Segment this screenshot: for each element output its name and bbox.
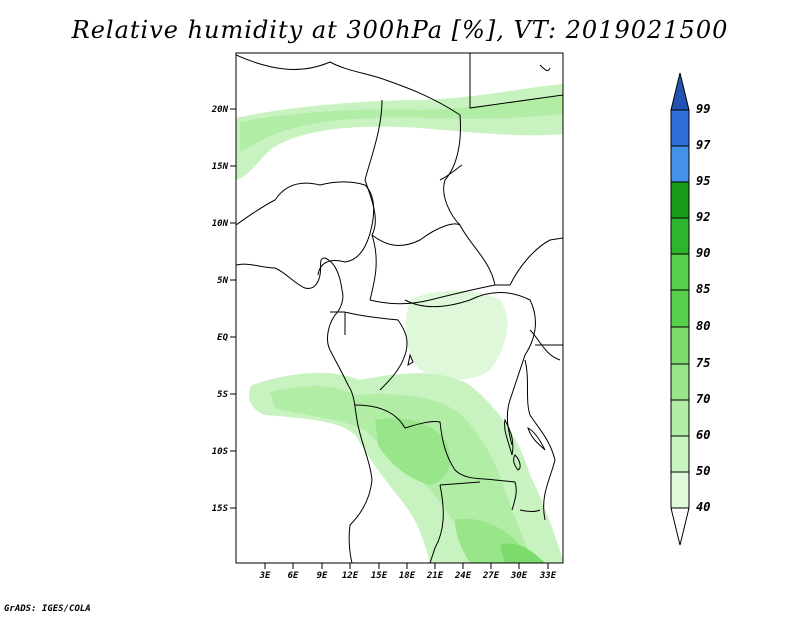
lon-tick-label: 21E — [426, 571, 444, 581]
humidity-region-south-core — [270, 386, 530, 555]
colorbar-label: 95 — [696, 174, 710, 188]
lon-tick-label: 9E — [317, 571, 328, 581]
colorbar-segment — [670, 145, 690, 183]
lat-tick-label: 10N — [212, 219, 229, 229]
colorbar-segment — [670, 217, 690, 255]
colorbar-label: 90 — [696, 246, 710, 260]
colorbar: 99 97 95 92 90 85 80 75 70 60 50 40 — [670, 72, 711, 546]
colorbar-label: 75 — [696, 356, 710, 370]
humidity-band-north — [236, 84, 563, 180]
lat-tick-label: 20N — [211, 105, 229, 115]
colorbar-segment — [670, 363, 690, 401]
colorbar-label: 92 — [696, 210, 710, 224]
lon-tick-label: 18E — [399, 571, 416, 581]
colorbar-arrow-top — [670, 72, 690, 111]
colorbar-arrow-bottom — [670, 507, 690, 546]
lon-tick-label: 30E — [510, 571, 528, 581]
lat-tick-label: EQ — [217, 333, 228, 343]
colorbar-segment — [670, 326, 690, 365]
colorbar-segment — [670, 289, 690, 328]
colorbar-segment — [670, 253, 690, 291]
colorbar-segment — [670, 109, 690, 147]
credit-label: GrADS: IGES/COLA — [4, 604, 91, 614]
colorbar-label: 80 — [696, 319, 710, 333]
lon-tick-label: 33E — [539, 571, 557, 581]
lat-tick-label: 15N — [212, 162, 229, 172]
colorbar-label: 99 — [696, 102, 710, 116]
lon-tick-label: 12E — [342, 571, 359, 581]
humidity-band-north-core — [240, 96, 563, 152]
lon-tick-label: 6E — [288, 571, 299, 581]
humidity-region-corner — [500, 543, 545, 563]
colorbar-segment — [670, 435, 690, 473]
colorbar-segment — [670, 181, 690, 219]
lon-tick-label: 27E — [482, 571, 500, 581]
colorbar-label: 40 — [696, 500, 710, 514]
latitude-axis: 20N 15N 10N 5N EQ 5S 10S 15S — [211, 105, 236, 514]
lat-tick-label: 5S — [217, 390, 228, 400]
colorbar-label: 60 — [696, 428, 710, 442]
colorbar-segment — [670, 471, 690, 509]
colorbar-segment — [670, 399, 690, 437]
colorbar-label: 70 — [696, 392, 710, 406]
lon-tick-label: 24E — [454, 571, 472, 581]
lon-tick-label: 3E — [259, 571, 271, 581]
longitude-axis: 3E 6E 9E 12E 15E 18E 21E 24E 27E 30E 33E — [259, 563, 557, 581]
country-borders — [236, 53, 563, 563]
humidity-patch-central — [405, 290, 508, 380]
humidity-region-south-peak — [375, 418, 450, 485]
plot-frame — [235, 52, 564, 564]
lon-tick-label: 15E — [371, 571, 388, 581]
lat-tick-label: 5N — [217, 276, 228, 286]
colorbar-label: 85 — [696, 282, 710, 296]
map-title: Relative humidity at 300hPa [%], VT: 201… — [71, 16, 729, 44]
colorbar-label: 97 — [696, 138, 711, 152]
lat-tick-label: 10S — [212, 447, 229, 457]
lat-tick-label: 15S — [212, 504, 229, 514]
colorbar-label: 50 — [696, 464, 710, 478]
humidity-shading — [236, 84, 563, 563]
